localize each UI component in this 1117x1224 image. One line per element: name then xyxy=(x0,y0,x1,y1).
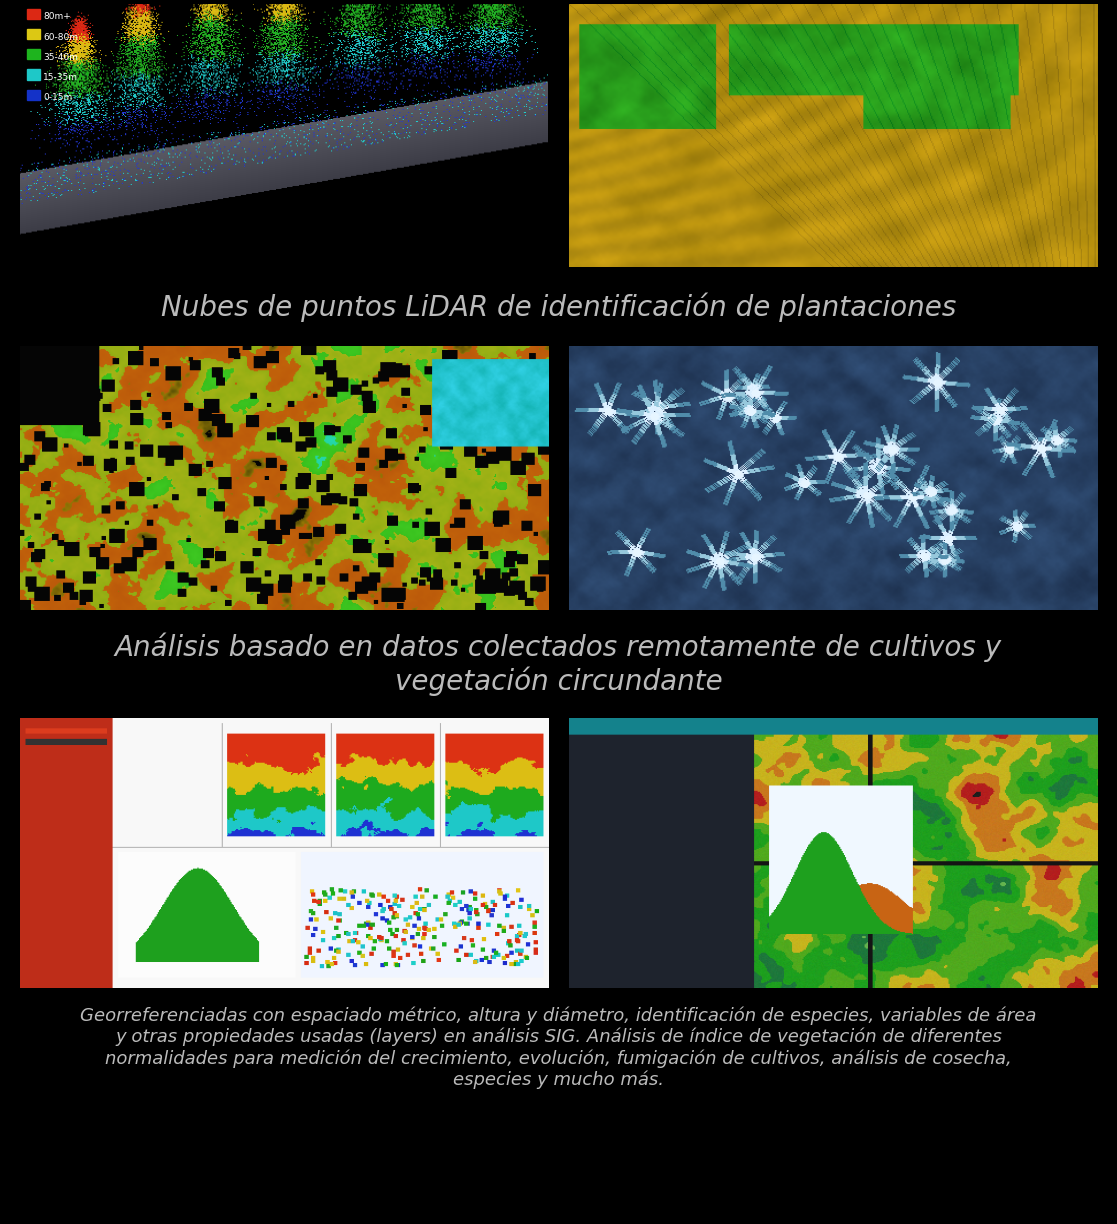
Text: 0-15m: 0-15m xyxy=(44,93,73,103)
Text: 60-80m: 60-80m xyxy=(44,33,78,42)
Text: Nubes de puntos LiDAR de identificación de plantaciones: Nubes de puntos LiDAR de identificación … xyxy=(161,293,956,322)
Bar xyxy=(27,49,40,59)
Text: Georreferenciadas con espaciado métrico, altura y diámetro, identificación de es: Georreferenciadas con espaciado métrico,… xyxy=(80,1006,1037,1089)
Text: 80m+: 80m+ xyxy=(44,12,71,21)
Bar xyxy=(27,89,40,100)
Bar xyxy=(27,9,40,18)
Text: 35-40m: 35-40m xyxy=(44,53,78,62)
Bar xyxy=(27,70,40,80)
Text: 15-35m: 15-35m xyxy=(44,73,78,82)
Bar xyxy=(27,29,40,39)
Text: Análisis basado en datos colectados remotamente de cultivos y
vegetación circund: Análisis basado en datos colectados remo… xyxy=(115,633,1002,696)
